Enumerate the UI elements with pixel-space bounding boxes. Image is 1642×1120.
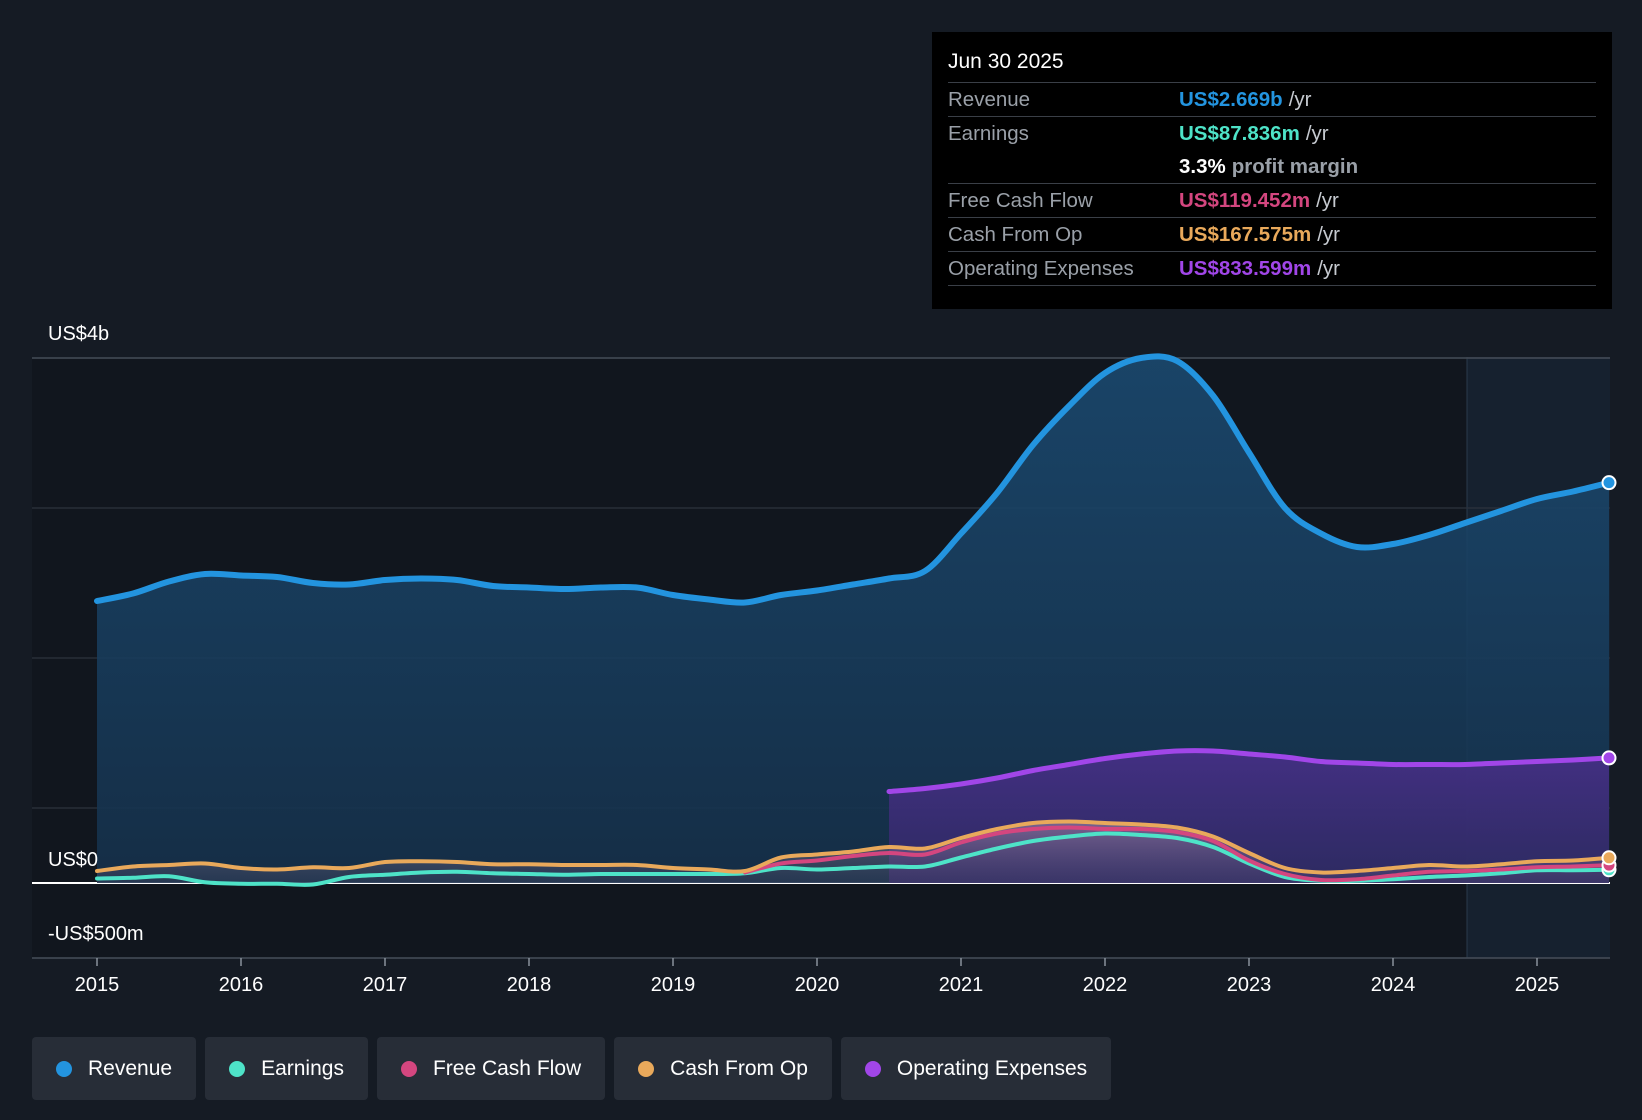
operating-expenses-dot-icon [864, 1060, 881, 1077]
free-cash-flow-dot-icon [400, 1060, 417, 1077]
legend-item-earnings[interactable]: Earnings [205, 1037, 368, 1100]
legend-item-operating-expenses[interactable]: Operating Expenses [840, 1037, 1112, 1100]
tooltip-value: US$87.836m [1179, 121, 1300, 145]
tooltip-unit: /yr [1316, 188, 1339, 212]
tooltip-label: Operating Expenses [948, 256, 1134, 280]
tooltip-unit: /yr [1288, 87, 1312, 111]
revenue-dot-icon [56, 1060, 72, 1077]
legend: Revenue Earnings Free Cash Flow Cash Fro… [32, 1037, 1112, 1100]
cash-from-op-endpoint [1601, 850, 1617, 866]
legend-label: Cash From Op [670, 1056, 808, 1080]
y-label-bottom: -US$500m [48, 923, 144, 945]
series-lines [94, 353, 1612, 887]
operating-expenses-endpoint [1601, 750, 1617, 766]
revenue-endpoint [1601, 475, 1617, 491]
tooltip-label: Revenue [948, 87, 1031, 111]
x-tick-label: 2015 [75, 974, 120, 996]
tooltip-unit: /yr [1305, 121, 1329, 145]
revenue-line [94, 353, 1612, 606]
x-tick-label: 2021 [939, 974, 984, 996]
tooltip-row-fcf: Free Cash Flow US$119.452m /yr [948, 183, 1596, 217]
x-tick-label: 2016 [219, 974, 264, 996]
operating-expenses-line [886, 748, 1612, 794]
tooltip-label: Cash From Op [948, 222, 1083, 246]
y-label-zero: US$0 [48, 849, 98, 871]
tooltip-unit: profit margin [1231, 154, 1359, 178]
earnings-dot-icon [229, 1060, 246, 1077]
legend-label: Operating Expenses [896, 1056, 1088, 1080]
tooltip-row-cfo: Cash From Op US$167.575m /yr [948, 217, 1596, 251]
tooltip-label: Earnings [948, 121, 1029, 145]
tooltip-value: 3.3% [1179, 154, 1226, 178]
free-cash-flow-line [743, 825, 1611, 883]
cash-from-op-dot-icon [638, 1060, 655, 1077]
tooltip-value: US$2.669b [1179, 87, 1283, 111]
tooltip-value: US$167.575m [1179, 222, 1312, 246]
tooltip-unit: /yr [1317, 222, 1340, 246]
tooltip: Jun 30 2025 Revenue US$2.669b /yr Earnin… [932, 32, 1612, 309]
series-endpoints [1601, 475, 1617, 878]
x-tick-label: 2023 [1227, 974, 1272, 996]
tooltip-row-revenue: Revenue US$2.669b /yr [948, 82, 1596, 116]
x-axis: 2015 2016 2017 2018 2019 2020 2021 2022 2023 2024… [75, 958, 1560, 996]
tooltip-row-earnings: Earnings US$87.836m /yr [948, 116, 1596, 150]
tooltip-row-opex: Operating Expenses US$833.599m /yr [948, 251, 1596, 286]
legend-item-revenue[interactable]: Revenue [32, 1037, 197, 1100]
x-tick-label: 2020 [795, 974, 840, 996]
legend-label: Free Cash Flow [432, 1056, 582, 1080]
tooltip-value: US$119.452m [1179, 188, 1311, 212]
x-tick-label: 2024 [1371, 974, 1416, 996]
x-tick-label: 2017 [363, 974, 408, 996]
legend-label: Revenue [88, 1056, 173, 1080]
tooltip-date: Jun 30 2025 [948, 50, 1064, 73]
x-tick-label: 2019 [651, 974, 696, 996]
y-label-top: US$4b [48, 323, 109, 345]
tooltip-row-profit-margin: 3.3% profit margin [948, 150, 1596, 183]
legend-item-cash-from-op[interactable]: Cash From Op [614, 1037, 832, 1100]
tooltip-value: US$833.599m [1179, 256, 1312, 280]
cash-from-op-line [95, 819, 1611, 875]
legend-label: Earnings [261, 1056, 344, 1080]
tooltip-label: Free Cash Flow [948, 188, 1093, 212]
tooltip-unit: /yr [1317, 256, 1340, 280]
x-tick-label: 2025 [1515, 974, 1560, 996]
x-tick-label: 2022 [1083, 974, 1128, 996]
legend-item-free-cash-flow[interactable]: Free Cash Flow [376, 1037, 606, 1100]
x-tick-label: 2018 [507, 974, 552, 996]
